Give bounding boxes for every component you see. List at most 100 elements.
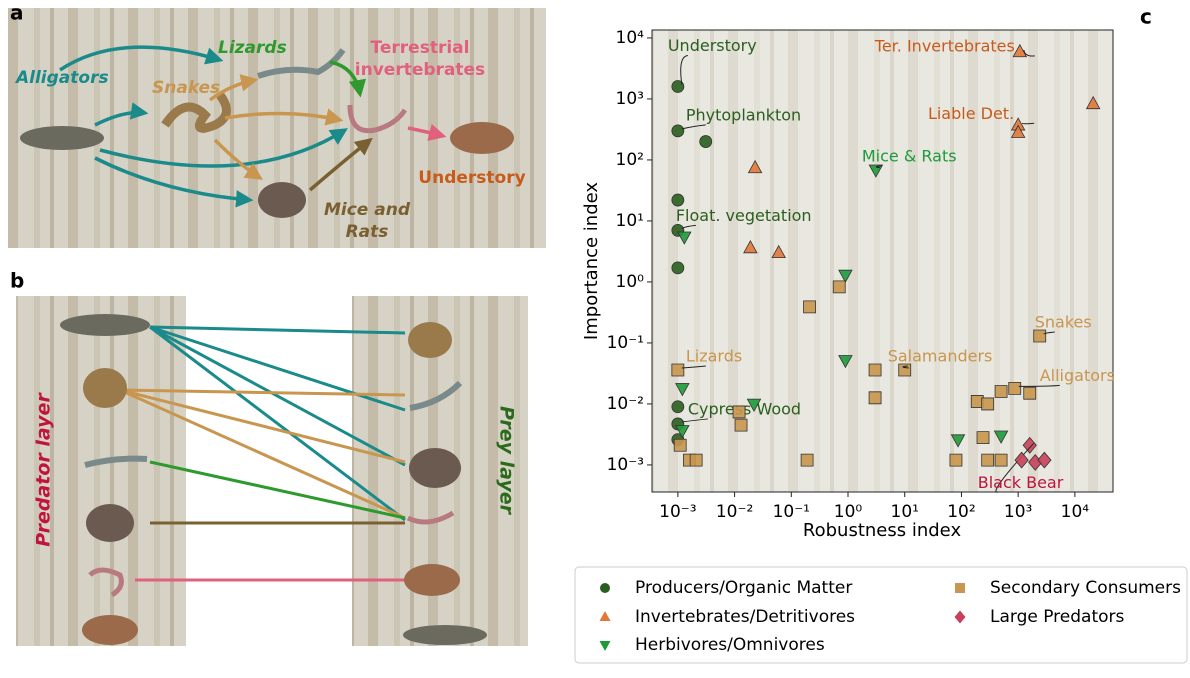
arrow <box>99 128 348 168</box>
marker <box>671 261 685 275</box>
worm-icon <box>347 104 408 134</box>
arrow <box>224 108 344 126</box>
x-tick-label: 10⁰ <box>834 502 863 522</box>
marker <box>699 135 713 148</box>
x-axis-label: Robustness index <box>803 520 962 541</box>
label-leader <box>680 54 688 85</box>
marker <box>800 453 814 467</box>
x-tick-label: 10⁻³ <box>659 502 696 522</box>
y-tick-label: 10⁴ <box>616 28 645 48</box>
marker <box>771 244 786 259</box>
marker <box>994 453 1008 467</box>
marker <box>803 300 816 314</box>
arrow <box>213 138 263 180</box>
arrow <box>208 74 259 102</box>
node-label: Terrestrial <box>371 38 470 58</box>
snake-icon <box>83 368 127 408</box>
point-label: Black Bear <box>978 473 1064 492</box>
marker <box>1023 386 1037 400</box>
x-tick-label: 10⁴ <box>1061 502 1090 522</box>
x-tick-label: 10⁻² <box>716 502 753 522</box>
label-leader <box>1021 122 1035 125</box>
alligator-icon <box>403 625 487 645</box>
legend-marker <box>599 641 611 651</box>
x-tick-label: 10⁻¹ <box>773 502 810 522</box>
animals <box>20 48 514 218</box>
marker <box>675 383 690 397</box>
label-leader <box>1043 331 1055 335</box>
panel-a: a Alligators Snakes Lizards Terrestrial … <box>8 1 546 248</box>
node-label: Rats <box>346 222 389 242</box>
point-label: Salamanders <box>888 347 993 366</box>
label-leader <box>1018 384 1060 387</box>
mouse-icon <box>86 504 134 542</box>
marker <box>671 363 685 377</box>
node-label: Mice and <box>324 200 411 220</box>
marker <box>671 80 685 93</box>
marker <box>949 453 963 467</box>
y-tick-label: 10² <box>616 150 644 170</box>
legend-label: Producers/Organic Matter <box>635 578 852 598</box>
marker <box>994 385 1008 398</box>
legend-label: Herbivores/Omnivores <box>635 635 825 655</box>
marker <box>898 363 912 377</box>
x-tick-label: 10³ <box>1004 502 1032 522</box>
point-label: Ter. Invertebrates <box>874 36 1015 55</box>
marker <box>671 400 685 414</box>
node-label: Snakes <box>152 78 220 98</box>
link <box>149 325 406 412</box>
arrow <box>308 137 373 192</box>
legend-box <box>574 566 1188 664</box>
panel-label: c <box>1140 5 1152 29</box>
layer-label: Predator layer <box>33 392 55 547</box>
marker <box>747 159 763 174</box>
legend-label: Secondary Consumers <box>990 578 1181 598</box>
panel-b: b Predator l <box>10 269 528 646</box>
marker <box>746 398 762 412</box>
node-label: Lizards <box>218 38 287 58</box>
marker <box>838 269 853 284</box>
marker <box>1037 451 1052 469</box>
legend-marker <box>954 610 966 624</box>
link <box>119 388 406 397</box>
label-leader <box>995 442 1035 493</box>
marker <box>868 363 882 377</box>
marker <box>1085 95 1101 110</box>
plot-background <box>652 30 1113 492</box>
link <box>119 388 406 520</box>
arrow <box>59 45 224 72</box>
legend-label: Invertebrates/Detritivores <box>635 607 855 627</box>
marker <box>677 231 692 245</box>
marker <box>1022 436 1037 454</box>
node-label: Understory <box>418 168 525 188</box>
marker <box>1033 329 1047 343</box>
legend-label: Large Predators <box>990 607 1125 627</box>
marker <box>1008 381 1022 395</box>
marker <box>1012 43 1028 58</box>
point-label: Alligators <box>1040 366 1115 385</box>
label-leader <box>875 165 882 169</box>
panel-label: a <box>10 1 24 25</box>
y-tick-label: 10⁻² <box>607 394 644 414</box>
node-label: invertebrates <box>355 60 485 80</box>
panel-label: b <box>10 269 24 293</box>
leaves-icon <box>82 615 138 645</box>
marker <box>734 418 748 432</box>
arrow <box>94 102 149 127</box>
link <box>119 388 406 464</box>
node-label: Alligators <box>14 68 109 88</box>
marker <box>1014 451 1029 469</box>
food-web-arrows <box>59 45 447 208</box>
legend-marker <box>600 583 610 593</box>
mouse-icon <box>409 448 461 488</box>
marker <box>671 124 685 138</box>
leaves-icon <box>404 564 460 596</box>
arrow <box>407 123 447 141</box>
legend-marker <box>599 611 611 621</box>
marker <box>868 391 882 405</box>
y-tick-label: 10⁻¹ <box>607 333 644 353</box>
point-label: Phytoplankton <box>686 105 801 124</box>
label-leader <box>681 418 708 423</box>
lizard-icon <box>257 48 346 79</box>
link <box>149 460 406 520</box>
